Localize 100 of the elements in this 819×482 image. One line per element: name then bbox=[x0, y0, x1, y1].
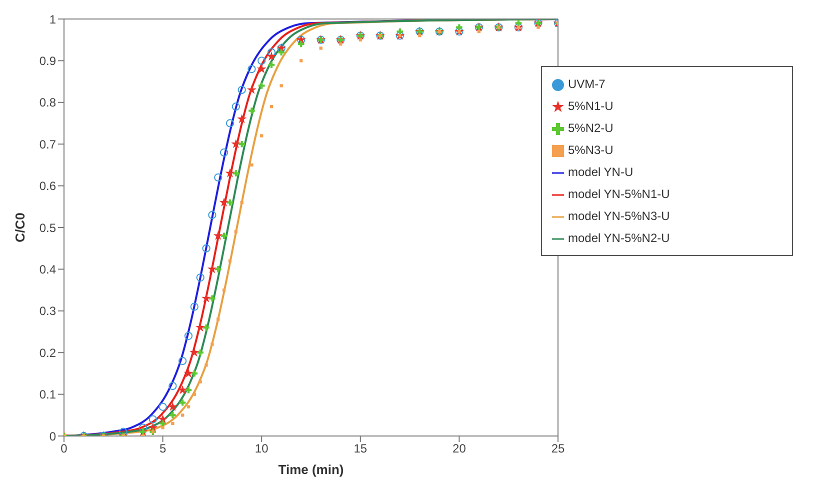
point bbox=[180, 414, 184, 417]
legend-label: model YN-5%N1-U bbox=[568, 187, 670, 201]
point bbox=[232, 102, 240, 111]
point bbox=[160, 420, 166, 427]
point bbox=[190, 302, 198, 311]
point bbox=[168, 402, 178, 411]
point bbox=[190, 348, 200, 357]
y-tick-label: 0.9 bbox=[39, 54, 56, 68]
point bbox=[280, 84, 283, 88]
legend-label: 5%N2-U bbox=[568, 121, 614, 135]
legend-label: model YN-U bbox=[568, 165, 634, 179]
point bbox=[226, 199, 234, 206]
point bbox=[248, 108, 255, 114]
point bbox=[202, 293, 212, 302]
x-tick-label: 25 bbox=[551, 442, 565, 456]
point bbox=[184, 332, 193, 340]
point bbox=[185, 386, 192, 394]
point bbox=[202, 244, 210, 252]
point bbox=[226, 119, 234, 128]
point bbox=[178, 356, 187, 365]
point bbox=[418, 34, 422, 38]
point bbox=[270, 104, 274, 108]
point bbox=[248, 64, 256, 74]
point bbox=[266, 52, 276, 61]
point bbox=[237, 114, 247, 124]
point bbox=[536, 26, 540, 29]
x-tick-label: 5 bbox=[159, 442, 166, 456]
legend-label: 5%N3-U bbox=[568, 143, 614, 157]
point bbox=[256, 64, 266, 74]
point bbox=[210, 342, 214, 346]
x-tick-label: 20 bbox=[452, 442, 466, 456]
point bbox=[260, 134, 264, 138]
point bbox=[258, 82, 265, 89]
y-tick-label: 0.4 bbox=[39, 262, 56, 276]
point bbox=[231, 139, 241, 148]
point bbox=[220, 148, 228, 156]
point bbox=[170, 412, 176, 418]
point bbox=[319, 46, 322, 50]
x-tick-label: 10 bbox=[254, 442, 269, 456]
point bbox=[278, 49, 285, 56]
point bbox=[477, 30, 481, 34]
y-tick-label: 0.7 bbox=[39, 137, 56, 152]
point bbox=[168, 382, 177, 390]
point bbox=[214, 266, 222, 272]
x-tick-label: 0 bbox=[60, 442, 68, 456]
y-tick-label: 0.2 bbox=[39, 346, 56, 360]
legend-label: model YN-5%N2-U bbox=[568, 231, 670, 245]
y-tick-label: 0.3 bbox=[39, 304, 56, 318]
point bbox=[161, 426, 164, 430]
y-tick-label: 0.1 bbox=[39, 388, 56, 402]
point bbox=[456, 24, 462, 30]
point bbox=[148, 415, 157, 424]
point bbox=[246, 84, 256, 94]
point bbox=[240, 200, 244, 204]
point bbox=[179, 399, 186, 406]
point bbox=[339, 42, 342, 46]
x-axis-title: Time (min) bbox=[278, 462, 344, 477]
point bbox=[238, 140, 245, 148]
point bbox=[192, 392, 196, 396]
y-tick-label: 0.8 bbox=[39, 96, 56, 110]
point bbox=[171, 422, 174, 426]
point bbox=[197, 349, 204, 356]
legend-label: 5%N1-U bbox=[568, 99, 614, 113]
point bbox=[196, 273, 204, 282]
y-tick-label: 0.5 bbox=[39, 220, 56, 235]
legend-label: model YN-5%N3-U bbox=[568, 209, 670, 223]
point bbox=[358, 38, 362, 42]
point bbox=[184, 368, 194, 378]
point bbox=[158, 402, 167, 411]
point bbox=[300, 59, 303, 62]
point bbox=[234, 230, 238, 234]
point bbox=[216, 318, 220, 321]
point bbox=[178, 385, 188, 394]
point bbox=[208, 210, 216, 220]
point bbox=[258, 56, 266, 65]
point bbox=[191, 370, 198, 377]
y-axis-title: C/C0 bbox=[12, 212, 28, 242]
legend-label: UVM-7 bbox=[568, 77, 606, 91]
y-tick-label: 0 bbox=[49, 429, 56, 444]
point bbox=[268, 62, 275, 68]
point bbox=[196, 322, 206, 332]
x-tick-label: 15 bbox=[354, 442, 368, 456]
point bbox=[220, 232, 228, 239]
point bbox=[214, 173, 222, 182]
point bbox=[207, 264, 217, 274]
point bbox=[204, 364, 208, 367]
point bbox=[203, 324, 210, 331]
point bbox=[219, 197, 229, 207]
point bbox=[186, 405, 190, 408]
point bbox=[213, 230, 223, 240]
point bbox=[238, 86, 246, 94]
point bbox=[209, 295, 216, 302]
point bbox=[222, 288, 226, 292]
y-tick-label: 1 bbox=[49, 12, 56, 26]
point bbox=[515, 20, 522, 26]
point bbox=[232, 170, 240, 176]
y-tick-label: 0.6 bbox=[39, 179, 56, 194]
point bbox=[250, 163, 254, 167]
point bbox=[228, 259, 232, 262]
point bbox=[298, 40, 304, 48]
